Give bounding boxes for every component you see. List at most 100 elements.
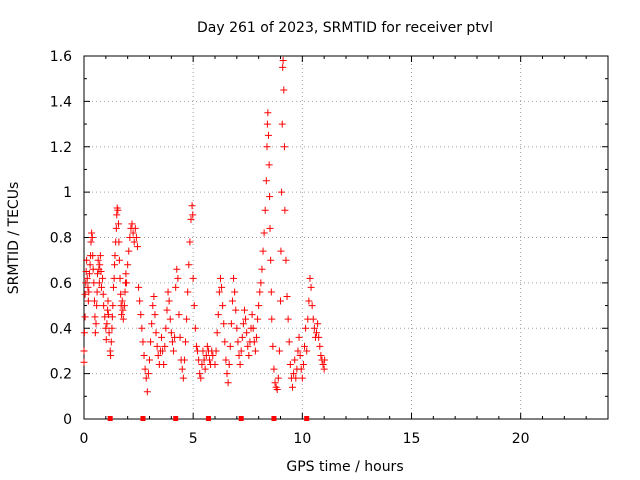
data-point: [80, 347, 88, 355]
y-tick-label: 0.8: [50, 231, 72, 247]
data-point: [201, 365, 209, 373]
data-point: [143, 388, 151, 396]
data-point: [104, 311, 112, 319]
data-point: [180, 356, 188, 364]
data-point: [313, 329, 321, 337]
data-point: [282, 256, 290, 264]
data-point: [91, 329, 99, 337]
data-point: [267, 288, 275, 296]
data-point: [268, 315, 276, 323]
data-point: [242, 315, 250, 323]
data-point: [101, 313, 109, 321]
data-point: [227, 320, 235, 328]
data-point: [163, 306, 171, 314]
data-point: [85, 288, 93, 296]
data-point: [115, 238, 123, 246]
data-point: [295, 333, 303, 341]
data-point: [266, 224, 274, 232]
data-point: [97, 283, 105, 291]
data-point: [265, 161, 273, 169]
data-point: [317, 351, 325, 359]
data-point: [158, 333, 166, 341]
data-point: [303, 347, 311, 355]
data-point: [185, 261, 193, 269]
data-point: [294, 347, 302, 355]
data-point: [269, 342, 277, 350]
data-point: [144, 370, 152, 378]
data-point: [285, 338, 293, 346]
data-point: [129, 229, 137, 237]
data-point: [174, 274, 182, 282]
data-point: [93, 288, 101, 296]
data-point: [130, 238, 138, 246]
data-point: [105, 329, 113, 337]
data-point: [88, 234, 96, 241]
data-point: [85, 270, 93, 278]
data-point: [209, 351, 217, 359]
data-point: [112, 224, 120, 232]
data-point: [95, 279, 103, 287]
data-point: [191, 324, 199, 332]
y-tick-label: 0: [63, 412, 72, 428]
data-point: [108, 313, 116, 321]
data-point: [235, 351, 243, 359]
data-point: [283, 292, 291, 300]
data-point: [249, 324, 257, 332]
data-point: [153, 342, 161, 350]
data-point: [115, 256, 123, 264]
data-point: [321, 356, 329, 364]
data-point: [252, 333, 260, 341]
data-point: [176, 333, 184, 341]
data-point: [231, 288, 239, 296]
data-point: [192, 342, 200, 350]
data-point: [203, 342, 211, 350]
data-point: [305, 297, 313, 305]
data-point: [173, 265, 181, 273]
data-point: [299, 361, 307, 369]
data-point: [189, 211, 197, 219]
data-point: [257, 279, 265, 287]
data-point: [122, 270, 130, 278]
data-point: [238, 333, 246, 341]
data-point: [114, 206, 122, 214]
y-tick-label: 0.4: [50, 321, 72, 337]
data-point: [119, 306, 127, 314]
data-point: [99, 274, 107, 282]
data-point: [230, 274, 238, 282]
data-point: [187, 215, 195, 223]
data-point: [91, 313, 99, 321]
data-point: [262, 177, 270, 185]
y-tick-label: 1.4: [50, 94, 72, 110]
data-point: [109, 302, 117, 310]
data-point: [206, 356, 214, 364]
data-point: [80, 358, 88, 366]
data-point: [132, 234, 140, 241]
data-point: [320, 365, 328, 373]
y-tick-label: 1.6: [50, 49, 72, 65]
data-point: [82, 279, 90, 287]
data-point: [111, 252, 119, 260]
data-point: [298, 374, 306, 382]
baseline-marker: [238, 416, 244, 421]
data-point: [280, 143, 288, 151]
data-point: [248, 311, 256, 319]
data-point: [182, 338, 190, 346]
data-point: [232, 306, 240, 314]
data-point: [277, 247, 285, 255]
data-point: [281, 206, 289, 214]
data-point: [184, 288, 192, 296]
data-point: [314, 320, 322, 328]
data-point: [309, 315, 317, 323]
axis-ticks: [83, 55, 609, 420]
data-point: [279, 63, 287, 71]
data-point: [183, 315, 191, 323]
data-point: [263, 143, 271, 151]
data-point: [139, 338, 147, 346]
data-point: [166, 315, 174, 323]
data-point: [107, 351, 115, 359]
data-point: [164, 288, 172, 296]
data-point: [125, 247, 133, 255]
data-point: [107, 338, 115, 346]
data-point: [136, 297, 144, 305]
data-point: [291, 356, 299, 364]
